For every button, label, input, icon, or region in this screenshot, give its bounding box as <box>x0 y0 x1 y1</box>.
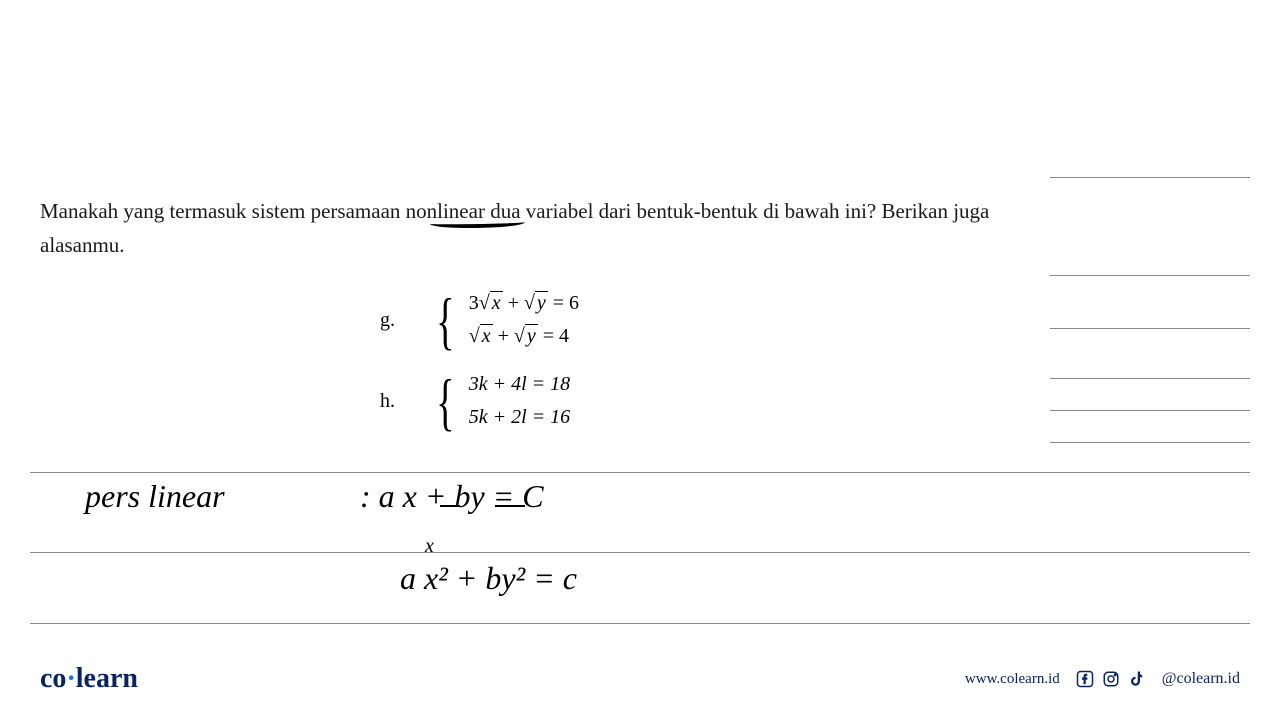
notebook-line <box>1050 275 1250 276</box>
logo-dot: · <box>66 663 75 694</box>
handwriting-formula1: : a x + by = C <box>360 478 544 515</box>
sqrt-icon: y <box>514 325 538 348</box>
social-icons <box>1075 669 1147 689</box>
handwriting-underline1 <box>440 505 460 507</box>
equations-block: g. { 3x + y = 6 x + y = 4 h. { 3k + 4l =… <box>380 292 1240 429</box>
eq-g-lines: 3x + y = 6 x + y = 4 <box>469 292 579 348</box>
notebook-line <box>1050 328 1250 329</box>
notebook-line <box>1050 378 1250 379</box>
question-part1: Manakah yang termasuk sistem persamaan <box>40 199 406 223</box>
sqrt-icon: x <box>479 292 503 315</box>
handwriting-formula2: a x² + by² = c <box>400 560 577 597</box>
notebook-line <box>1050 442 1250 443</box>
tiktok-icon[interactable] <box>1127 669 1147 689</box>
equation-h: h. { 3k + 4l = 18 5k + 2l = 16 <box>380 373 1240 429</box>
question-text: Manakah yang termasuk sistem persamaan n… <box>40 195 1020 262</box>
eq-h-line1: 3k + 4l = 18 <box>469 373 570 396</box>
eq-h-line2: 5k + 2l = 16 <box>469 406 570 429</box>
equation-g: g. { 3x + y = 6 x + y = 4 <box>380 292 1240 348</box>
notebook-line <box>1050 177 1250 178</box>
footer-right: www.colearn.id @colearn.id <box>965 669 1240 689</box>
logo-part2: learn <box>76 663 138 694</box>
logo-part1: co <box>40 663 66 694</box>
sqrt-icon: x <box>469 325 493 348</box>
brace-icon: { <box>436 376 454 427</box>
instagram-icon[interactable] <box>1101 669 1121 689</box>
facebook-icon[interactable] <box>1075 669 1095 689</box>
content-area: Manakah yang termasuk sistem persamaan n… <box>0 0 1280 429</box>
handwriting-label: pers linear <box>85 478 225 515</box>
notebook-line <box>30 552 1250 553</box>
eq-g-line1: 3x + y = 6 <box>469 292 579 315</box>
handwriting-x: x <box>425 535 434 558</box>
footer: co·learn www.colearn.id @colearn.id <box>0 663 1280 695</box>
website-link[interactable]: www.colearn.id <box>965 671 1060 688</box>
eq-label-h: h. <box>380 390 400 413</box>
eq-h-lines: 3k + 4l = 18 5k + 2l = 16 <box>469 373 570 429</box>
notebook-line <box>30 472 1250 473</box>
sqrt-icon: y <box>524 292 548 315</box>
handwriting-underline2 <box>495 505 525 507</box>
eq-label-g: g. <box>380 309 400 332</box>
brace-icon: { <box>436 295 454 346</box>
logo: co·learn <box>40 663 138 695</box>
social-handle: @colearn.id <box>1162 670 1240 688</box>
notebook-line <box>1050 410 1250 411</box>
notebook-line <box>30 623 1250 624</box>
eq-g-line2: x + y = 4 <box>469 325 579 348</box>
